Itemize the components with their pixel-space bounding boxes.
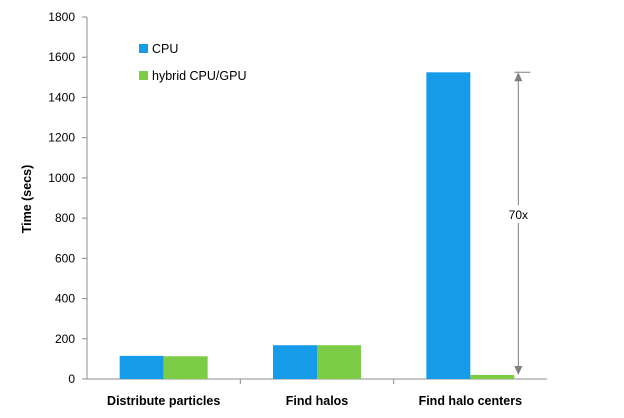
bar-hybrid-1 (163, 356, 208, 379)
bar-cpu-3 (426, 72, 471, 380)
y-tick-label: 600 (55, 251, 75, 265)
x-category-label: Find halo centers (419, 394, 523, 408)
annotation-label: 70x (509, 208, 528, 222)
y-tick-label: 1800 (48, 10, 75, 24)
legend-swatch-cpu (139, 44, 148, 53)
y-axis-title: Time (secs) (20, 165, 34, 234)
x-category-label: Distribute particles (107, 394, 220, 408)
bar-hybrid-2 (317, 345, 361, 379)
bar-hybrid-3 (470, 374, 515, 379)
bar-cpu-2 (273, 345, 317, 379)
legend-swatch-hybrid (139, 71, 148, 80)
annotation-label-bg (504, 205, 533, 224)
y-tick-label: 1000 (48, 171, 75, 185)
y-tick-label: 1400 (48, 90, 75, 104)
plot-area: 0 200 400 600 800 1000 1200 1400 1600 1800 Distrib… (48, 10, 547, 408)
y-tick-label: 1200 (48, 131, 75, 145)
x-category-label: Find halos (286, 394, 349, 408)
legend: CPU hybrid CPU/GPU (139, 42, 246, 83)
y-tick-label: 800 (55, 211, 75, 225)
annotation-arrowhead-down (514, 365, 523, 375)
y-tick-label: 400 (55, 292, 75, 306)
bar-cpu-1 (119, 355, 164, 379)
y-tick-label: 0 (68, 372, 75, 386)
legend-label-cpu: CPU (152, 42, 178, 56)
annotation-arrowhead-up (514, 72, 523, 82)
legend-label-hybrid: hybrid CPU/GPU (152, 69, 246, 83)
y-tick-label: 200 (55, 332, 75, 346)
y-tick-label: 1600 (48, 50, 75, 64)
